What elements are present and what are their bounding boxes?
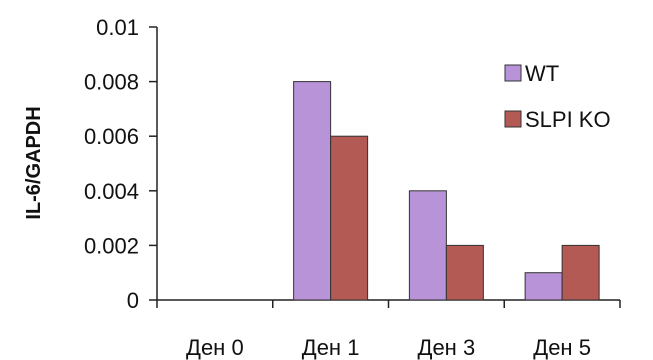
y-tick-label: 0 — [127, 288, 139, 313]
legend-swatch-wt — [504, 64, 522, 82]
bar-wt-1 — [293, 81, 332, 301]
y-tick-label: 0.01 — [96, 15, 139, 40]
x-category-label: Ден 1 — [302, 335, 360, 360]
bar-wt-3 — [524, 272, 563, 301]
chart-labels: 0 0.002 0.004 0.006 0.008 0.01 Ден 0 Ден 1 Ден 3… — [23, 15, 591, 360]
y-tick-label: 0.004 — [84, 179, 139, 204]
bar-wt-2 — [408, 190, 447, 301]
x-category-label: Ден 0 — [186, 335, 244, 360]
y-axis-title: IL-6/GAPDH — [23, 106, 45, 219]
legend-swatch-slpi-ko — [504, 110, 522, 128]
x-category-label: Ден 5 — [533, 335, 591, 360]
bar-slpi-ko-1 — [330, 135, 369, 301]
y-tick-label: 0.002 — [84, 233, 139, 258]
chart-legend: WT SLPI KO — [504, 61, 611, 132]
legend-label: WT — [525, 61, 559, 86]
bar-slpi-ko-2 — [445, 244, 484, 301]
y-tick-label: 0.006 — [84, 124, 139, 149]
legend-label: SLPI KO — [525, 107, 611, 132]
bar-slpi-ko-3 — [561, 244, 600, 301]
chart-bars — [293, 81, 600, 301]
y-tick-label: 0.008 — [84, 70, 139, 95]
x-category-label: Ден 3 — [418, 335, 476, 360]
